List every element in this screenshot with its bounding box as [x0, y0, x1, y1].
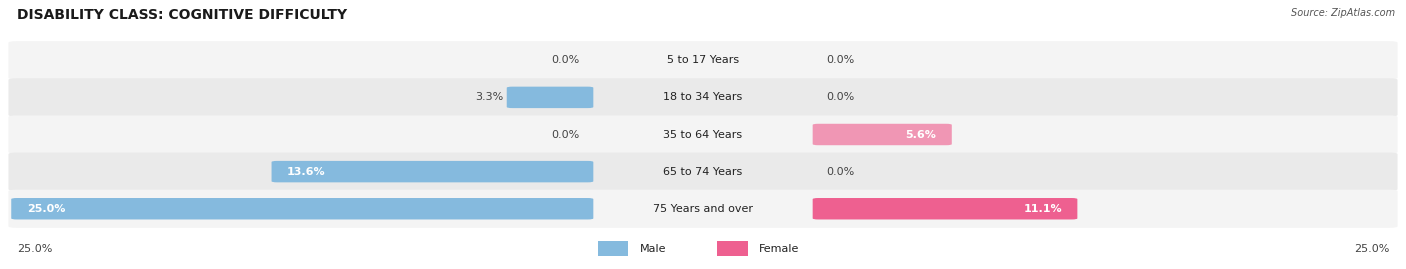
Text: Female: Female — [759, 244, 800, 254]
Text: 13.6%: 13.6% — [287, 167, 326, 177]
Text: 0.0%: 0.0% — [551, 55, 579, 65]
Text: 65 to 74 Years: 65 to 74 Years — [664, 167, 742, 177]
Text: 25.0%: 25.0% — [17, 244, 52, 254]
FancyBboxPatch shape — [8, 190, 1398, 228]
FancyBboxPatch shape — [8, 78, 1398, 116]
FancyBboxPatch shape — [813, 198, 1077, 220]
FancyBboxPatch shape — [8, 115, 1398, 154]
Text: 75 Years and over: 75 Years and over — [652, 204, 754, 214]
Text: 25.0%: 25.0% — [27, 204, 65, 214]
Text: Male: Male — [640, 244, 666, 254]
FancyBboxPatch shape — [8, 153, 1398, 191]
Text: 0.0%: 0.0% — [551, 129, 579, 140]
Text: 35 to 64 Years: 35 to 64 Years — [664, 129, 742, 140]
FancyBboxPatch shape — [717, 242, 748, 256]
Text: 11.1%: 11.1% — [1024, 204, 1062, 214]
Text: DISABILITY CLASS: COGNITIVE DIFFICULTY: DISABILITY CLASS: COGNITIVE DIFFICULTY — [17, 8, 347, 22]
Text: 18 to 34 Years: 18 to 34 Years — [664, 92, 742, 102]
Text: 5 to 17 Years: 5 to 17 Years — [666, 55, 740, 65]
FancyBboxPatch shape — [598, 242, 628, 256]
Text: 3.3%: 3.3% — [475, 92, 503, 102]
FancyBboxPatch shape — [271, 161, 593, 182]
Text: 0.0%: 0.0% — [827, 167, 855, 177]
Text: Source: ZipAtlas.com: Source: ZipAtlas.com — [1291, 8, 1395, 18]
FancyBboxPatch shape — [8, 41, 1398, 79]
FancyBboxPatch shape — [813, 124, 952, 145]
FancyBboxPatch shape — [506, 87, 593, 108]
FancyBboxPatch shape — [11, 198, 593, 220]
Text: 0.0%: 0.0% — [827, 92, 855, 102]
Text: 25.0%: 25.0% — [1354, 244, 1389, 254]
Text: 0.0%: 0.0% — [827, 55, 855, 65]
Text: 5.6%: 5.6% — [905, 129, 936, 140]
